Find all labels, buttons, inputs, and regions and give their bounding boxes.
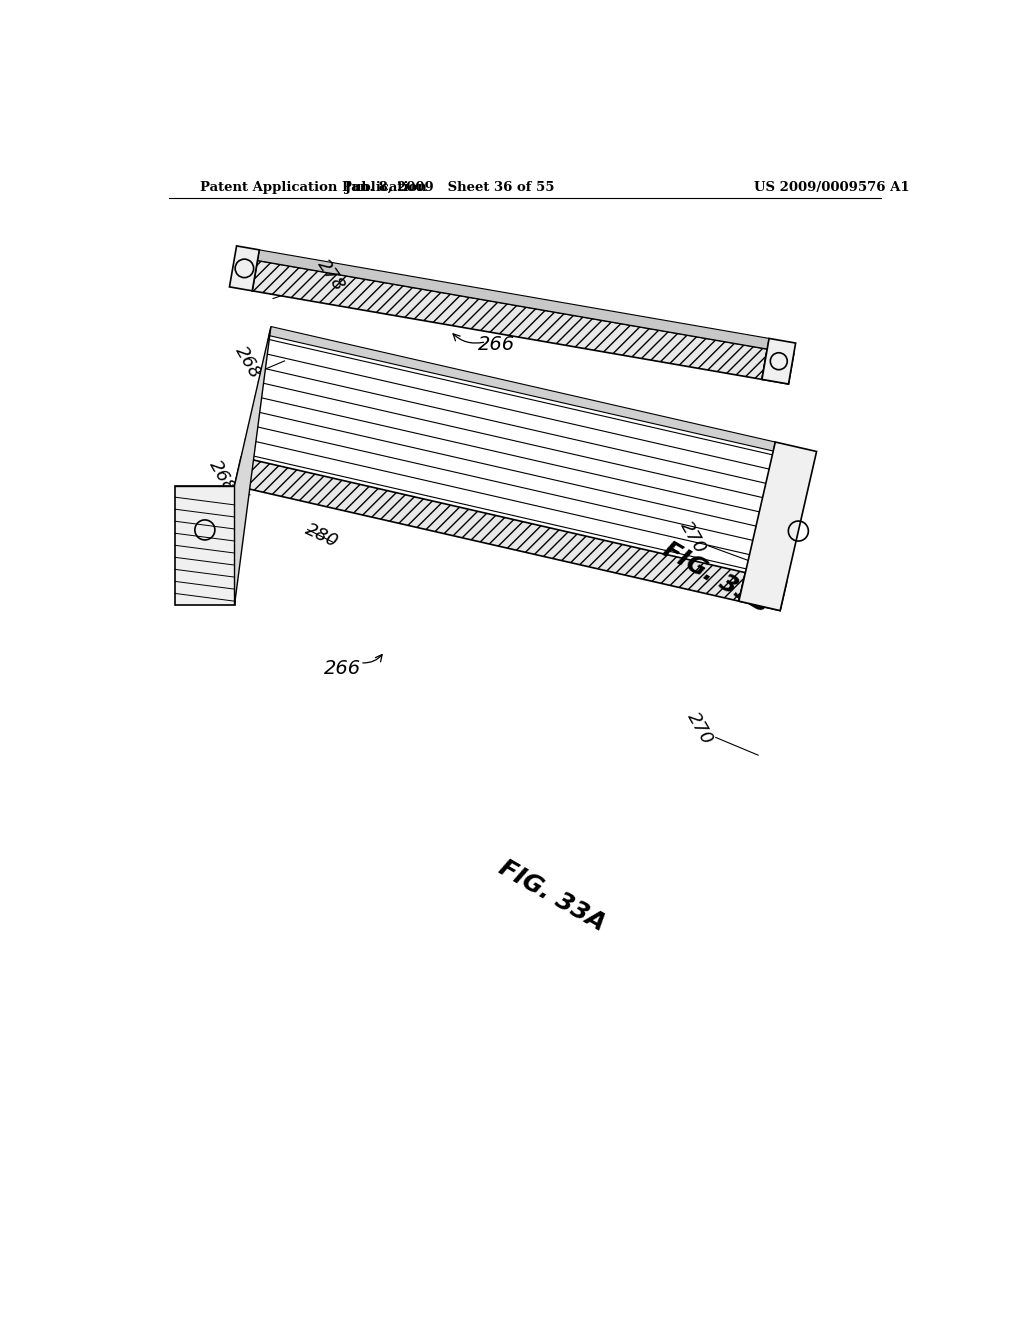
Polygon shape xyxy=(252,260,767,379)
Text: 278: 278 xyxy=(313,256,348,294)
Polygon shape xyxy=(234,457,745,601)
Text: 270: 270 xyxy=(684,709,717,747)
Text: Patent Application Publication: Patent Application Publication xyxy=(200,181,427,194)
Text: 268: 268 xyxy=(205,457,238,496)
Polygon shape xyxy=(739,573,786,611)
Polygon shape xyxy=(762,338,796,384)
Text: 280: 280 xyxy=(302,520,341,552)
Text: 268: 268 xyxy=(231,343,264,381)
Text: Jan. 8, 2009   Sheet 36 of 55: Jan. 8, 2009 Sheet 36 of 55 xyxy=(345,181,555,194)
Polygon shape xyxy=(762,348,794,384)
Polygon shape xyxy=(269,326,775,451)
Polygon shape xyxy=(739,442,816,611)
Text: 270: 270 xyxy=(676,517,709,557)
Text: 266: 266 xyxy=(324,659,360,677)
Text: US 2009/0009576 A1: US 2009/0009576 A1 xyxy=(755,181,910,194)
Text: FIG. 33A: FIG. 33A xyxy=(495,855,610,936)
Polygon shape xyxy=(229,246,259,290)
Polygon shape xyxy=(257,249,769,348)
Polygon shape xyxy=(175,486,234,605)
Polygon shape xyxy=(234,326,271,605)
Text: 266: 266 xyxy=(478,335,515,354)
Text: FIG. 33B: FIG. 33B xyxy=(658,539,773,618)
